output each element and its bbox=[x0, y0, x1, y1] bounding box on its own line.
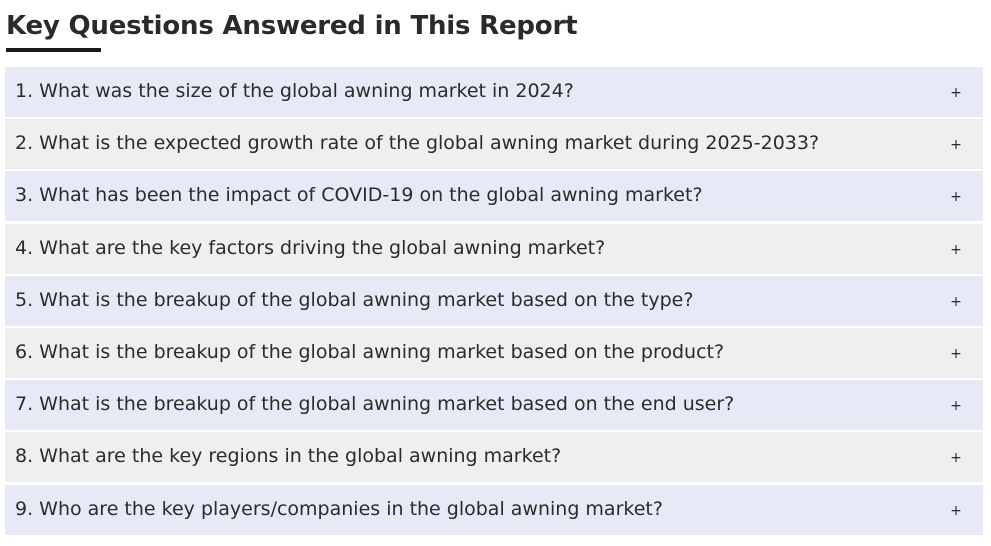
plus-icon[interactable]: + bbox=[950, 502, 962, 519]
faq-item-1[interactable]: 1. What was the size of the global awnin… bbox=[5, 67, 983, 117]
faq-item-3[interactable]: 3. What has been the impact of COVID-19 … bbox=[5, 171, 983, 222]
faq-item-4[interactable]: 4. What are the key factors driving the … bbox=[5, 223, 983, 274]
faq-item-5[interactable]: 5. What is the breakup of the global awn… bbox=[5, 275, 983, 326]
plus-icon[interactable]: + bbox=[950, 189, 962, 206]
title-underline bbox=[6, 48, 101, 52]
faq-list: 1. What was the size of the global awnin… bbox=[5, 67, 983, 537]
plus-icon[interactable]: + bbox=[950, 398, 962, 415]
section-title: Key Questions Answered in This Report bbox=[6, 11, 578, 41]
faq-question: 2. What is the expected growth rate of t… bbox=[15, 132, 820, 155]
faq-item-6[interactable]: 6. What is the breakup of the global awn… bbox=[5, 327, 983, 378]
faq-item-8[interactable]: 8. What are the key regions in the globa… bbox=[5, 432, 983, 483]
plus-icon[interactable]: + bbox=[950, 293, 962, 310]
plus-icon[interactable]: + bbox=[950, 85, 962, 101]
faq-question: 3. What has been the impact of COVID-19 … bbox=[15, 184, 703, 207]
faq-question: 5. What is the breakup of the global awn… bbox=[15, 288, 694, 311]
faq-question: 8. What are the key regions in the globa… bbox=[15, 445, 562, 468]
plus-icon[interactable]: + bbox=[950, 450, 962, 467]
faq-question: 9. Who are the key players/companies in … bbox=[15, 497, 663, 520]
faq-question: 7. What is the breakup of the global awn… bbox=[15, 393, 735, 416]
plus-icon[interactable]: + bbox=[950, 241, 962, 258]
faq-question: 6. What is the breakup of the global awn… bbox=[15, 340, 725, 363]
plus-icon[interactable]: + bbox=[950, 137, 962, 154]
faq-question: 4. What are the key factors driving the … bbox=[15, 236, 606, 259]
faq-question: 1. What was the size of the global awnin… bbox=[15, 80, 574, 102]
faq-item-9[interactable]: 9. Who are the key players/companies in … bbox=[5, 484, 983, 535]
faq-item-2[interactable]: 2. What is the expected growth rate of t… bbox=[5, 119, 983, 170]
plus-icon[interactable]: + bbox=[950, 345, 962, 362]
faq-item-7[interactable]: 7. What is the breakup of the global awn… bbox=[5, 380, 983, 431]
